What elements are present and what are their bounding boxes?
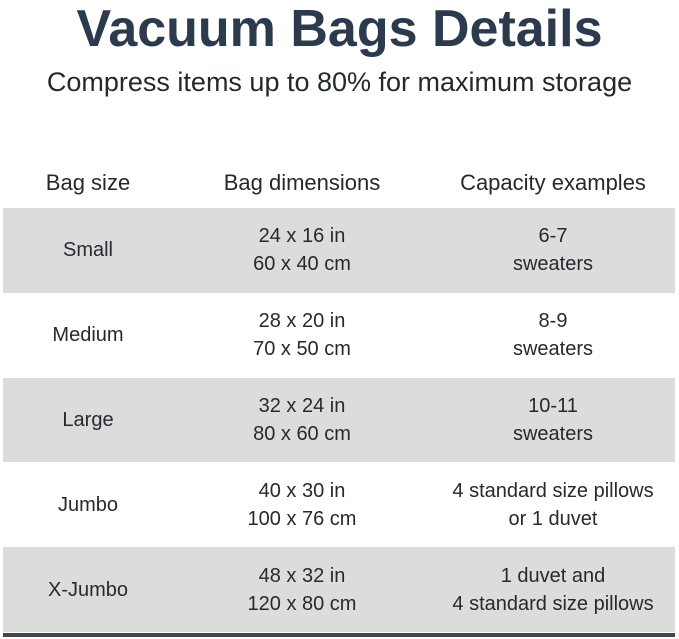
dimensions-cm: 120 x 80 cm — [247, 592, 357, 615]
capacity-cell: 1 duvet and 4 standard size pillows — [431, 562, 675, 618]
bag-size-cell: Small — [62, 239, 113, 262]
bag-size-cell: Medium — [52, 324, 124, 347]
dimensions-cm: 70 x 50 cm — [253, 338, 351, 361]
bag-size-cell: X-Jumbo — [47, 578, 129, 601]
page-title: Vacuum Bags Details — [76, 0, 603, 58]
capacity-cell: 8-9 sweaters — [431, 307, 675, 363]
capacity-line-1: 6-7 — [538, 225, 568, 248]
capacity-cell: 6-7 sweaters — [431, 222, 675, 278]
column-header-bag-size: Bag size — [45, 170, 131, 195]
bag-dimensions-cell: 40 x 30 in 100 x 76 cm — [173, 477, 431, 533]
dimensions-cm: 60 x 40 cm — [253, 253, 351, 276]
bag-dimensions-cell: 32 x 24 in 80 x 60 cm — [173, 392, 431, 448]
column-header-capacity-examples: Capacity examples — [460, 170, 646, 195]
dimensions-inches: 28 x 20 in — [258, 310, 346, 333]
section-divider-bar — [3, 633, 675, 637]
capacity-line-1: 4 standard size pillows — [452, 479, 654, 502]
bag-size-cell: Large — [62, 408, 114, 431]
capacity-line-2: sweaters — [512, 338, 594, 361]
capacity-line-1: 10-11 — [528, 394, 578, 417]
bag-dimensions-cell: 24 x 16 in 60 x 40 cm — [173, 222, 431, 278]
capacity-cell: 10-11 sweaters — [431, 392, 675, 448]
table-row-small: Small 24 x 16 in 60 x 40 cm 6-7 sweaters — [3, 208, 675, 293]
dimensions-cm: 80 x 60 cm — [253, 422, 351, 445]
bag-dimensions-cell: 48 x 32 in 120 x 80 cm — [173, 562, 431, 618]
bag-size-cell: Jumbo — [57, 493, 119, 516]
capacity-line-2: 4 standard size pillows — [452, 592, 654, 615]
table-row-x-jumbo: X-Jumbo 48 x 32 in 120 x 80 cm 1 duvet a… — [3, 547, 675, 632]
capacity-cell: 4 standard size pillows or 1 duvet — [431, 477, 675, 533]
table-row-jumbo: Jumbo 40 x 30 in 100 x 76 cm 4 standard … — [3, 462, 675, 547]
dimensions-cm: 100 x 76 cm — [247, 507, 357, 530]
dimensions-inches: 24 x 16 in — [258, 225, 346, 248]
capacity-line-1: 8-9 — [538, 310, 568, 333]
page-subtitle: Compress items up to 80% for maximum sto… — [46, 67, 633, 97]
capacity-line-2: sweaters — [512, 422, 594, 445]
dimensions-inches: 32 x 24 in — [258, 394, 346, 417]
dimensions-inches: 48 x 32 in — [258, 564, 346, 587]
capacity-line-1: 1 duvet and — [500, 564, 606, 587]
capacity-line-2: or 1 duvet — [508, 507, 598, 530]
table-header-row: Bag size Bag dimensions Capacity example… — [3, 160, 675, 208]
column-header-bag-dimensions: Bag dimensions — [223, 170, 381, 195]
capacity-line-2: sweaters — [512, 253, 594, 276]
table-row-large: Large 32 x 24 in 80 x 60 cm 10-11 sweate… — [3, 377, 675, 463]
table-row-medium: Medium 28 x 20 in 70 x 50 cm 8-9 sweater… — [3, 293, 675, 378]
bag-details-table: Bag size Bag dimensions Capacity example… — [3, 160, 675, 632]
dimensions-inches: 40 x 30 in — [258, 479, 346, 502]
bag-dimensions-cell: 28 x 20 in 70 x 50 cm — [173, 307, 431, 363]
